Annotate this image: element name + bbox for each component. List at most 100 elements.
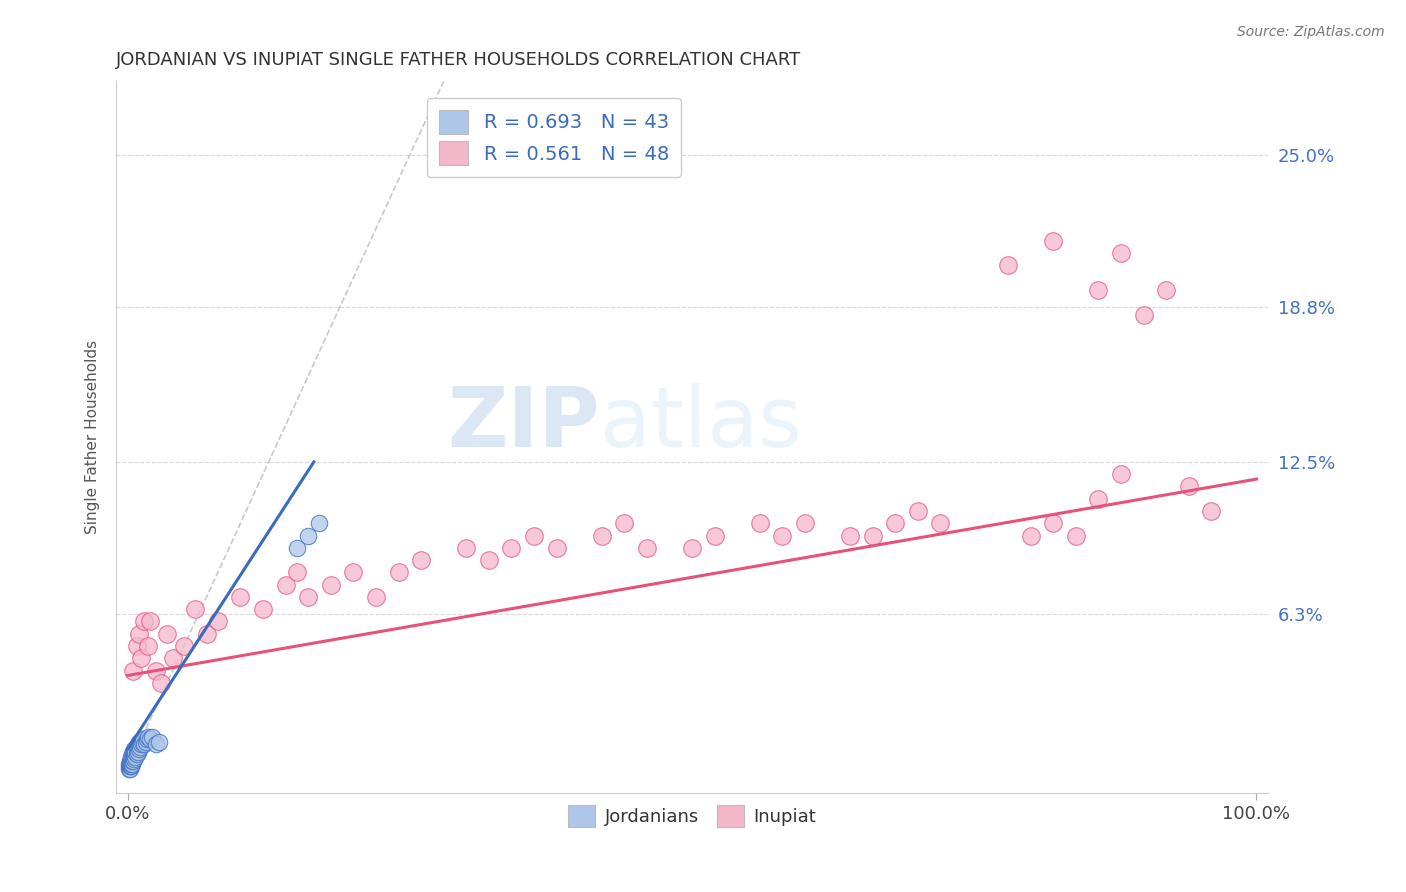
Point: [285, 541, 308, 555]
Point: [364, 590, 387, 604]
Point: [162, 651, 184, 665]
Point: [1177, 479, 1199, 493]
Point: [546, 541, 568, 555]
Point: [613, 516, 636, 531]
Point: [120, 756, 142, 771]
Point: [884, 516, 907, 531]
Point: [139, 615, 162, 629]
Point: [1019, 528, 1042, 542]
Point: [145, 664, 167, 678]
Point: [139, 732, 162, 747]
Legend: Jordanians, Inupiat: Jordanians, Inupiat: [561, 797, 823, 834]
Point: [132, 732, 155, 747]
Point: [770, 528, 793, 542]
Point: [127, 745, 149, 759]
Point: [456, 541, 478, 555]
Point: [285, 566, 308, 580]
Point: [1087, 283, 1109, 297]
Point: [128, 742, 150, 756]
Point: [125, 739, 148, 754]
Point: [124, 752, 146, 766]
Point: [319, 577, 342, 591]
Point: [478, 553, 501, 567]
Point: [501, 541, 523, 555]
Point: [134, 737, 156, 751]
Point: [1154, 283, 1177, 297]
Point: [135, 732, 157, 747]
Point: [129, 739, 152, 754]
Text: JORDANIAN VS INUPIAT SINGLE FATHER HOUSEHOLDS CORRELATION CHART: JORDANIAN VS INUPIAT SINGLE FATHER HOUSE…: [117, 51, 801, 69]
Point: [636, 541, 658, 555]
Point: [793, 516, 815, 531]
Point: [297, 528, 319, 542]
Point: [1109, 467, 1132, 482]
Y-axis label: Single Father Households: Single Father Households: [86, 340, 100, 534]
Point: [308, 516, 330, 531]
Point: [124, 745, 146, 759]
Point: [997, 259, 1019, 273]
Point: [122, 749, 145, 764]
Point: [122, 745, 145, 759]
Point: [121, 755, 143, 769]
Point: [156, 626, 179, 640]
Point: [195, 626, 218, 640]
Point: [131, 735, 153, 749]
Point: [129, 651, 152, 665]
Point: [150, 676, 173, 690]
Point: [1042, 234, 1064, 248]
Text: ZIP: ZIP: [447, 383, 600, 464]
Point: [681, 541, 703, 555]
Point: [118, 759, 141, 773]
Point: [124, 749, 146, 764]
Point: [118, 762, 141, 776]
Point: [523, 528, 546, 542]
Point: [148, 735, 170, 749]
Point: [125, 747, 148, 761]
Point: [136, 639, 159, 653]
Point: [907, 504, 929, 518]
Point: [121, 756, 143, 771]
Point: [1087, 491, 1109, 506]
Point: [141, 730, 163, 744]
Point: [121, 747, 143, 761]
Point: [229, 590, 252, 604]
Point: [1109, 246, 1132, 260]
Point: [1132, 308, 1154, 322]
Point: [118, 756, 141, 771]
Point: [173, 639, 195, 653]
Point: [184, 602, 207, 616]
Point: [134, 615, 156, 629]
Point: [118, 755, 141, 769]
Point: [118, 759, 141, 773]
Point: [591, 528, 613, 542]
Point: [748, 516, 770, 531]
Point: [118, 756, 141, 771]
Point: [135, 735, 157, 749]
Point: [207, 615, 229, 629]
Point: [120, 759, 142, 773]
Point: [409, 553, 432, 567]
Point: [839, 528, 862, 542]
Point: [297, 590, 319, 604]
Point: [122, 664, 145, 678]
Point: [145, 737, 167, 751]
Point: [342, 566, 364, 580]
Text: atlas: atlas: [600, 383, 801, 464]
Point: [122, 755, 145, 769]
Point: [862, 528, 884, 542]
Point: [124, 742, 146, 756]
Point: [124, 747, 146, 761]
Point: [128, 626, 150, 640]
Point: [128, 735, 150, 749]
Point: [118, 762, 141, 776]
Point: [120, 752, 142, 766]
Point: [387, 566, 409, 580]
Point: [125, 639, 148, 653]
Point: [120, 749, 142, 764]
Point: [136, 730, 159, 744]
Point: [1201, 504, 1223, 518]
Text: Source: ZipAtlas.com: Source: ZipAtlas.com: [1237, 25, 1385, 39]
Point: [252, 602, 274, 616]
Point: [1064, 528, 1087, 542]
Point: [127, 737, 149, 751]
